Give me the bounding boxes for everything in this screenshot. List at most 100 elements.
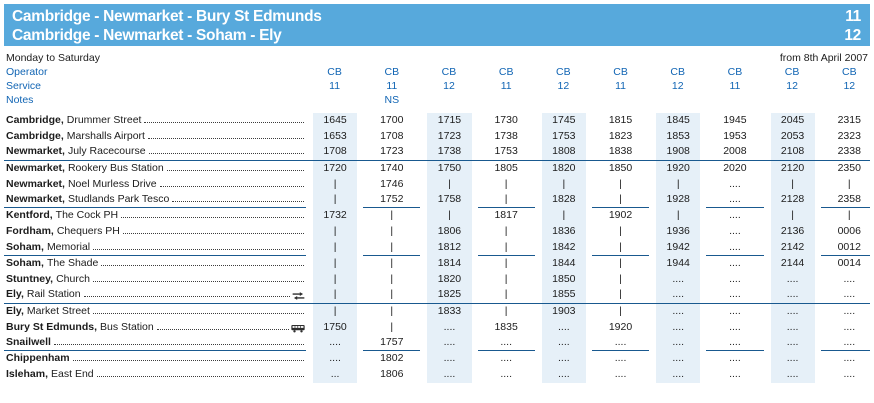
time-cell: .... <box>649 271 707 288</box>
stop-row: Soham, Memorial | | 1812 | 1842 | 1942.... 2142 00… <box>4 239 870 257</box>
stop-row: Fordham, Chequers PH | | 1806 | 1836 | 1936.... 2… <box>4 224 870 241</box>
stop-place: Soham, <box>6 240 44 253</box>
time-cell: .... <box>729 304 741 317</box>
service-cell: 12 <box>557 80 570 92</box>
stop-label: Fordham, Chequers PH <box>4 224 306 240</box>
time-cell: .... <box>306 351 364 368</box>
time-cell: .... <box>306 334 364 351</box>
time-cell: | <box>306 239 364 256</box>
time-cell: 2128 <box>763 191 821 208</box>
time-cell: | <box>390 304 394 317</box>
stop-name: Memorial <box>46 240 91 253</box>
leader-dots <box>93 248 304 250</box>
time-cell: 2323 <box>837 129 861 142</box>
time-cell: | <box>504 177 508 190</box>
stops-section: Cambridge, Drummer Street 1645 1700 1715 1730… <box>4 113 870 392</box>
time-cell: 1845 <box>649 113 707 129</box>
route-title-1: Cambridge - Newmarket - Bury St Edmunds <box>12 8 322 25</box>
time-cell: | <box>390 257 394 270</box>
time-cell: 1902 <box>608 209 633 222</box>
header-row-label: Operator <box>6 66 48 78</box>
time-cell: | <box>390 209 394 222</box>
time-cell: | <box>504 304 508 317</box>
time-cell: 2358 <box>837 192 861 205</box>
operator-cell: CB <box>613 66 628 78</box>
time-cell: 2315 <box>837 114 861 126</box>
time-cell: 1750 <box>420 160 478 177</box>
time-cell: 1836 <box>534 224 592 241</box>
time-cell: .... <box>843 352 856 365</box>
time-cell: 1953 <box>723 129 747 142</box>
band-spacer <box>4 383 870 392</box>
time-cell: | <box>619 288 622 301</box>
time-cell: 1850 <box>534 271 592 288</box>
time-cell: 1645 <box>306 113 364 129</box>
time-cell: .... <box>614 352 627 365</box>
service-cell: 12 <box>786 80 798 92</box>
time-cell: 1715 <box>420 113 478 129</box>
time-cell: .... <box>729 225 741 238</box>
time-cell: .... <box>763 271 821 288</box>
stop-label: Soham, The Shade <box>4 256 306 272</box>
service-cell: 11 <box>329 80 341 92</box>
time-cell: 1855 <box>534 287 592 304</box>
time-cell: 1750 <box>306 319 364 336</box>
header-row-label: Notes <box>6 94 34 106</box>
operator-cell: CB <box>841 66 857 78</box>
stop-label: Newmarket, Rookery Bus Station <box>4 161 306 177</box>
time-cell: 2144 <box>763 256 821 272</box>
time-cell: 1838 <box>608 145 633 158</box>
time-cell: 0012 <box>837 240 861 253</box>
time-cell: .... <box>763 303 821 320</box>
stop-name: Studlands Park Tesco <box>67 192 170 205</box>
valid-from-label: from 8th April 2007 <box>779 52 868 64</box>
time-cell: 2008 <box>723 145 747 158</box>
time-cell: .... <box>649 367 707 384</box>
time-cell: 2136 <box>763 224 821 241</box>
notes-cell: NS <box>384 94 400 106</box>
time-cell: 1820 <box>534 160 592 177</box>
time-cell: | <box>619 272 622 285</box>
time-cell: 2045 <box>763 113 821 129</box>
time-cell: | <box>390 240 394 253</box>
route-number-2: 12 <box>844 27 861 44</box>
stop-place: Kentford, <box>6 209 53 222</box>
time-cell: 1805 <box>494 161 518 174</box>
time-cell: .... <box>500 352 512 365</box>
stop-name: East End <box>51 368 94 381</box>
time-cell: .... <box>500 368 512 381</box>
time-cell: | <box>306 287 364 304</box>
time-cell: .... <box>649 351 707 368</box>
stop-place: Bury St Edmunds, <box>6 320 98 333</box>
time-cell: .... <box>763 287 821 304</box>
stop-name: Bus Station <box>100 320 154 333</box>
time-cell: | <box>390 288 394 301</box>
operator-cell: CB <box>556 66 571 78</box>
stop-name: Market Street <box>26 304 90 317</box>
stop-place: Fordham, <box>6 225 54 238</box>
stop-row: Snailwell.... 1757.......................… <box>4 334 870 352</box>
time-cell: .... <box>649 319 707 336</box>
time-cell: 1738 <box>420 144 478 161</box>
time-cell: 1753 <box>494 145 518 158</box>
stop-name: Church <box>56 272 90 285</box>
stop-place: Ely, <box>6 288 24 301</box>
leader-dots <box>156 328 289 330</box>
time-cell: | <box>619 192 622 205</box>
stop-label: Ely, Rail Station <box>4 287 306 303</box>
time-cell: 2020 <box>723 161 747 174</box>
time-cell: | <box>504 272 508 285</box>
time-cell: 1757 <box>380 335 404 348</box>
time-cell: 1746 <box>380 177 404 190</box>
stop-label: Soham, Memorial <box>4 240 306 256</box>
time-cell: | <box>847 177 851 190</box>
stop-label: Bury St Edmunds, Bus Station <box>4 320 306 336</box>
leader-dots <box>121 217 304 219</box>
time-cell: 1808 <box>534 144 592 161</box>
stop-label: Snailwell <box>4 335 306 351</box>
time-cell: 2338 <box>837 145 861 158</box>
stop-name: Noel Murless Drive <box>67 177 157 190</box>
time-cell: | <box>649 176 707 193</box>
stop-label: Isleham, East End <box>4 367 306 383</box>
stop-row: Stuntney, Church | | 1820 | 1850 |.............… <box>4 271 870 288</box>
